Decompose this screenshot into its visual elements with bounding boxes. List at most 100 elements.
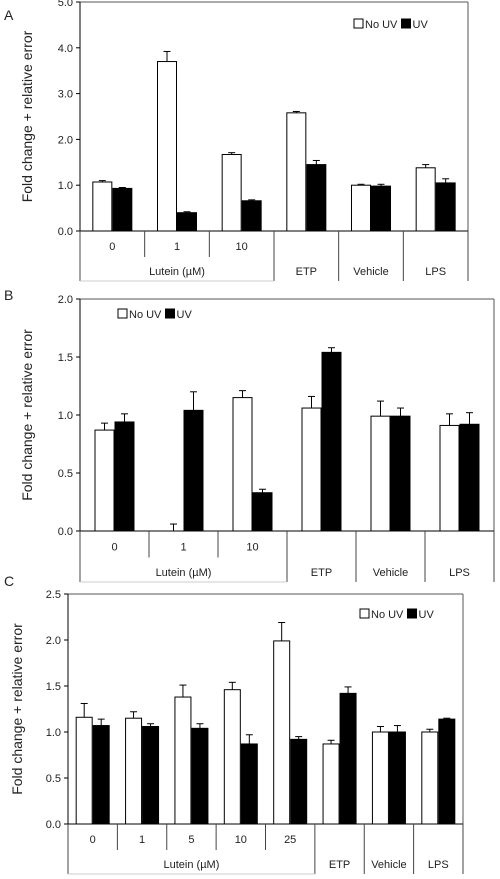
- bar-uv-3: [306, 164, 327, 232]
- panel-label: A: [4, 7, 14, 23]
- y-axis-label: Fold change + relative error: [19, 329, 35, 501]
- bar-no-uv-2: [221, 154, 242, 232]
- bar-no-uv-6: [371, 731, 389, 825]
- bar-uv-6: [388, 731, 406, 825]
- x-tick-label: 10: [235, 834, 247, 846]
- bar-uv-1: [142, 725, 160, 825]
- x-tick-label: Vehicle: [371, 859, 406, 871]
- group-label: Lutein (µM): [149, 266, 205, 278]
- y-tick-label: 1.5: [46, 681, 61, 693]
- x-tick-label: 1: [174, 241, 180, 253]
- x-tick-label: Vehicle: [373, 567, 408, 579]
- bar-uv-0: [92, 725, 110, 825]
- bar-uv-1: [177, 212, 197, 232]
- bar-uv-7: [438, 718, 456, 825]
- bar-no-uv-5: [439, 424, 460, 532]
- bar-no-uv-2: [232, 397, 253, 532]
- y-tick-label: 2.0: [46, 635, 61, 647]
- bar-uv-0: [114, 421, 135, 532]
- bar-uv-5: [339, 692, 357, 825]
- x-tick-label: 0: [90, 834, 96, 846]
- panel-label: B: [4, 287, 13, 303]
- legend-swatch-no-uv: [117, 308, 128, 319]
- legend-swatch-no-uv: [359, 608, 370, 619]
- bar-uv-3: [321, 351, 342, 532]
- x-tick-label: 10: [236, 241, 248, 253]
- y-tick-label: 0.0: [46, 819, 61, 831]
- bar-no-uv-5: [322, 743, 340, 825]
- bar-uv-5: [459, 423, 480, 532]
- bar-no-uv-0: [92, 181, 113, 232]
- x-tick-label: ETP: [311, 567, 332, 579]
- bar-no-uv-7: [421, 731, 439, 825]
- bar-no-uv-3: [223, 689, 241, 825]
- x-tick-label: 0: [111, 541, 117, 553]
- y-tick-label: 2.0: [58, 294, 73, 306]
- group-label: Lutein (µM): [156, 567, 212, 579]
- legend-swatch-uv: [401, 18, 411, 29]
- legend-label: UV: [419, 609, 435, 621]
- bar-uv-3: [240, 743, 258, 825]
- x-tick-label: 10: [246, 541, 258, 553]
- y-tick-label: 0.0: [58, 526, 73, 538]
- y-tick-label: 0.0: [58, 226, 73, 238]
- y-tick-label: 2.5: [46, 589, 61, 601]
- x-tick-label: 25: [284, 834, 296, 846]
- bar-uv-1: [183, 409, 204, 532]
- bar-uv-2: [191, 727, 209, 825]
- x-tick-label: 0: [109, 241, 115, 253]
- bar-no-uv-2: [174, 696, 192, 825]
- legend: No UV UV: [117, 308, 193, 321]
- bar-no-uv-5: [415, 167, 436, 232]
- chart-panel-a: A 0.0 1.0 2.0 3.0 4.0 5.0 Fold change + relativ…: [4, 0, 469, 282]
- x-tick-label: ETP: [296, 266, 317, 278]
- bar-no-uv-4: [273, 640, 291, 825]
- x-tick-label: LPS: [425, 266, 446, 278]
- x-tick-label: 1: [139, 834, 145, 846]
- chart-panel-c: C 0.0 0.5 1.0 1.5 2.0 2.5 Fold change + relativ…: [4, 573, 464, 875]
- bar-no-uv-1: [125, 717, 143, 825]
- bar-uv-5: [435, 182, 456, 232]
- y-tick-label: 2.0: [58, 134, 73, 146]
- legend-label: UV: [413, 19, 429, 31]
- legend: No UV UV: [359, 608, 435, 621]
- bar-uv-2: [241, 200, 262, 232]
- legend-label: No UV: [371, 609, 404, 621]
- y-tick-label: 3.0: [58, 89, 73, 101]
- y-tick-label: 1.0: [58, 180, 73, 192]
- y-tick-label: 1.0: [46, 727, 61, 739]
- legend-swatch-no-uv: [353, 18, 364, 29]
- bar-uv-4: [290, 738, 308, 825]
- x-tick-label: LPS: [449, 567, 470, 579]
- legend-label: No UV: [129, 309, 162, 321]
- bar-uv-4: [371, 185, 391, 232]
- bar-uv-2: [252, 492, 273, 532]
- x-tick-label: Vehicle: [353, 266, 388, 278]
- y-tick-label: 0.5: [46, 773, 61, 785]
- y-axis-label: Fold change + relative error: [19, 30, 35, 202]
- x-tick-label: 5: [188, 834, 194, 846]
- y-axis-label: Fold change + relative error: [9, 623, 25, 795]
- bar-uv-4: [390, 415, 411, 532]
- legend: No UV UV: [353, 18, 429, 31]
- y-tick-label: 5.0: [58, 0, 73, 9]
- bar-no-uv-3: [286, 112, 307, 232]
- legend-label: UV: [177, 309, 193, 321]
- legend-label: No UV: [365, 19, 398, 31]
- y-tick-label: 4.0: [58, 43, 73, 55]
- bar-uv-0: [112, 187, 133, 232]
- y-tick-label: 1.5: [58, 352, 73, 364]
- y-tick-label: 0.5: [58, 468, 73, 480]
- bar-no-uv-4: [351, 184, 371, 232]
- x-tick-label: ETP: [329, 859, 350, 871]
- x-tick-label: LPS: [428, 859, 449, 871]
- panel-label: C: [4, 573, 14, 589]
- group-label: Lutein (µM): [164, 859, 220, 871]
- x-tick-label: 1: [180, 541, 186, 553]
- bar-no-uv-3: [301, 407, 322, 532]
- bar-no-uv-4: [370, 415, 391, 532]
- bar-no-uv-0: [75, 716, 93, 825]
- chart-panel-b: B 0.0 0.5 1.0 1.5 2.0 Fold change + relative e…: [4, 287, 495, 583]
- y-tick-label: 1.0: [58, 410, 73, 422]
